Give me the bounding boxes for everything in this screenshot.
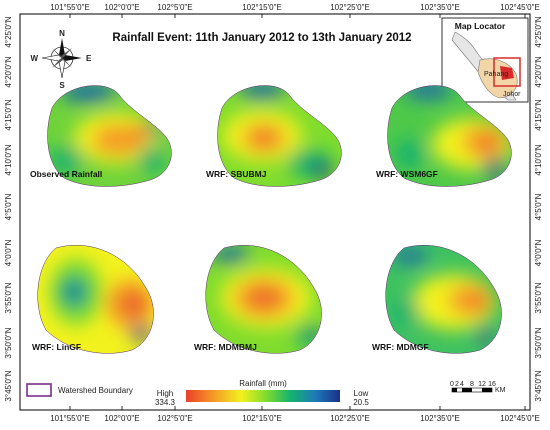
rainfall-color-bar (186, 390, 340, 402)
map-locator-inset: Map Locator Pahang Johor (441, 17, 529, 103)
panel-mdmbmj: WRF: MDMBMJ (194, 244, 323, 354)
compass-e: E (86, 54, 92, 63)
compass-w: W (30, 54, 38, 63)
legend-high-value: 334.3 (155, 398, 176, 407)
top-tick: 102°25'0"E (330, 3, 370, 12)
scale-label: 12 (478, 381, 486, 388)
left-tick: 4°0'0"N (4, 239, 13, 266)
left-tick-labels: 4°25'0"N 4°20'0"N 4°15'0"N 4°10'0"N 4°5'… (4, 16, 13, 401)
scale-label: 16 (488, 381, 496, 388)
panel-label: WRF: MDMGF (372, 342, 429, 352)
bottom-tick: 101°55'0"E (50, 414, 90, 423)
left-tick: 4°10'0"N (4, 144, 13, 175)
top-tick: 101°55'0"E (50, 3, 90, 12)
right-tick: 4°0'0"N (534, 239, 543, 266)
left-tick: 4°20'0"N (4, 56, 13, 87)
legend-low-value: 20.5 (353, 398, 369, 407)
top-tick: 102°0'0"E (104, 3, 139, 12)
top-tick: 102°45'0"E (500, 3, 540, 12)
scale-bar: 0 2 4 8 12 16 KM (450, 381, 506, 394)
panel-label: WRF: WSM6GF (376, 169, 438, 179)
bottom-tick-labels: 101°55'0"E 102°0'0"E 102°5'0"E 102°15'0"… (50, 414, 540, 423)
right-tick: 3°45'0"N (534, 370, 543, 401)
compass-rose-icon: N S E W (30, 29, 92, 90)
study-area-marker (500, 66, 514, 80)
scale-label: 8 (470, 381, 474, 388)
graticule-ticks (69, 14, 526, 410)
right-tick: 4°25'0"N (534, 16, 543, 47)
panel-label: WRF: LinGF (32, 342, 81, 352)
boundary-label: Watershed Boundary (58, 386, 133, 395)
legend-boundary: Watershed Boundary (26, 383, 133, 397)
bottom-tick: 102°0'0"E (104, 414, 139, 423)
bottom-tick: 102°5'0"E (157, 414, 192, 423)
right-tick: 4°20'0"N (534, 56, 543, 87)
top-tick: 102°5'0"E (157, 3, 192, 12)
locator-highlight-box (493, 57, 521, 87)
locator-title: Map Locator (455, 21, 506, 31)
legend-high-label: High (157, 389, 173, 398)
bottom-tick: 102°15'0"E (242, 414, 282, 423)
map-title: Rainfall Event: 11th January 2012 to 13t… (112, 32, 411, 44)
panel-label: Observed Rainfall (30, 169, 102, 179)
right-tick: 3°50'0"N (534, 327, 543, 358)
scale-label: 2 (455, 381, 459, 388)
right-tick: 4°15'0"N (534, 99, 543, 130)
bottom-tick: 102°35'0"E (420, 414, 460, 423)
left-tick: 4°15'0"N (4, 99, 13, 130)
left-tick: 4°5'0"N (4, 193, 13, 220)
panel-label: WRF: SBUBMJ (206, 169, 267, 179)
compass-n: N (59, 29, 65, 38)
right-tick: 3°55'0"N (534, 282, 543, 313)
left-tick: 4°25'0"N (4, 16, 13, 47)
right-tick-labels: 4°25'0"N 4°20'0"N 4°15'0"N 4°10'0"N 4°5'… (534, 16, 543, 401)
right-tick: 4°5'0"N (534, 193, 543, 220)
left-tick: 3°50'0"N (4, 327, 13, 358)
bottom-tick: 102°25'0"E (330, 414, 370, 423)
scale-unit: KM (495, 387, 506, 394)
legend-low-label: Low (354, 389, 369, 398)
top-tick: 102°15'0"E (242, 3, 282, 12)
top-tick-labels: 101°55'0"E 102°0'0"E 102°5'0"E 102°15'0"… (50, 3, 540, 12)
top-tick: 102°35'0"E (420, 3, 460, 12)
left-tick: 3°45'0"N (4, 370, 13, 401)
bottom-tick: 102°45'0"E (500, 414, 540, 423)
boundary-swatch (26, 383, 52, 397)
right-tick: 4°10'0"N (534, 144, 543, 175)
compass-s: S (59, 81, 65, 90)
scale-label: 4 (460, 381, 464, 388)
locator-label-2: Johor (503, 91, 521, 98)
legend-rainfall: Rainfall (mm) High 334.3 Low 20.5 (155, 379, 369, 407)
left-tick: 3°55'0"N (4, 282, 13, 313)
locator-label: Pahang (484, 71, 508, 78)
scale-label: 0 (450, 381, 454, 388)
panel-lingf: WRF: LinGF (32, 244, 155, 354)
panel-label: WRF: MDMBMJ (194, 342, 257, 352)
rainfall-legend-title: Rainfall (mm) (239, 379, 287, 388)
panel-wsm6gf: WRF: WSM6GF (376, 85, 512, 188)
